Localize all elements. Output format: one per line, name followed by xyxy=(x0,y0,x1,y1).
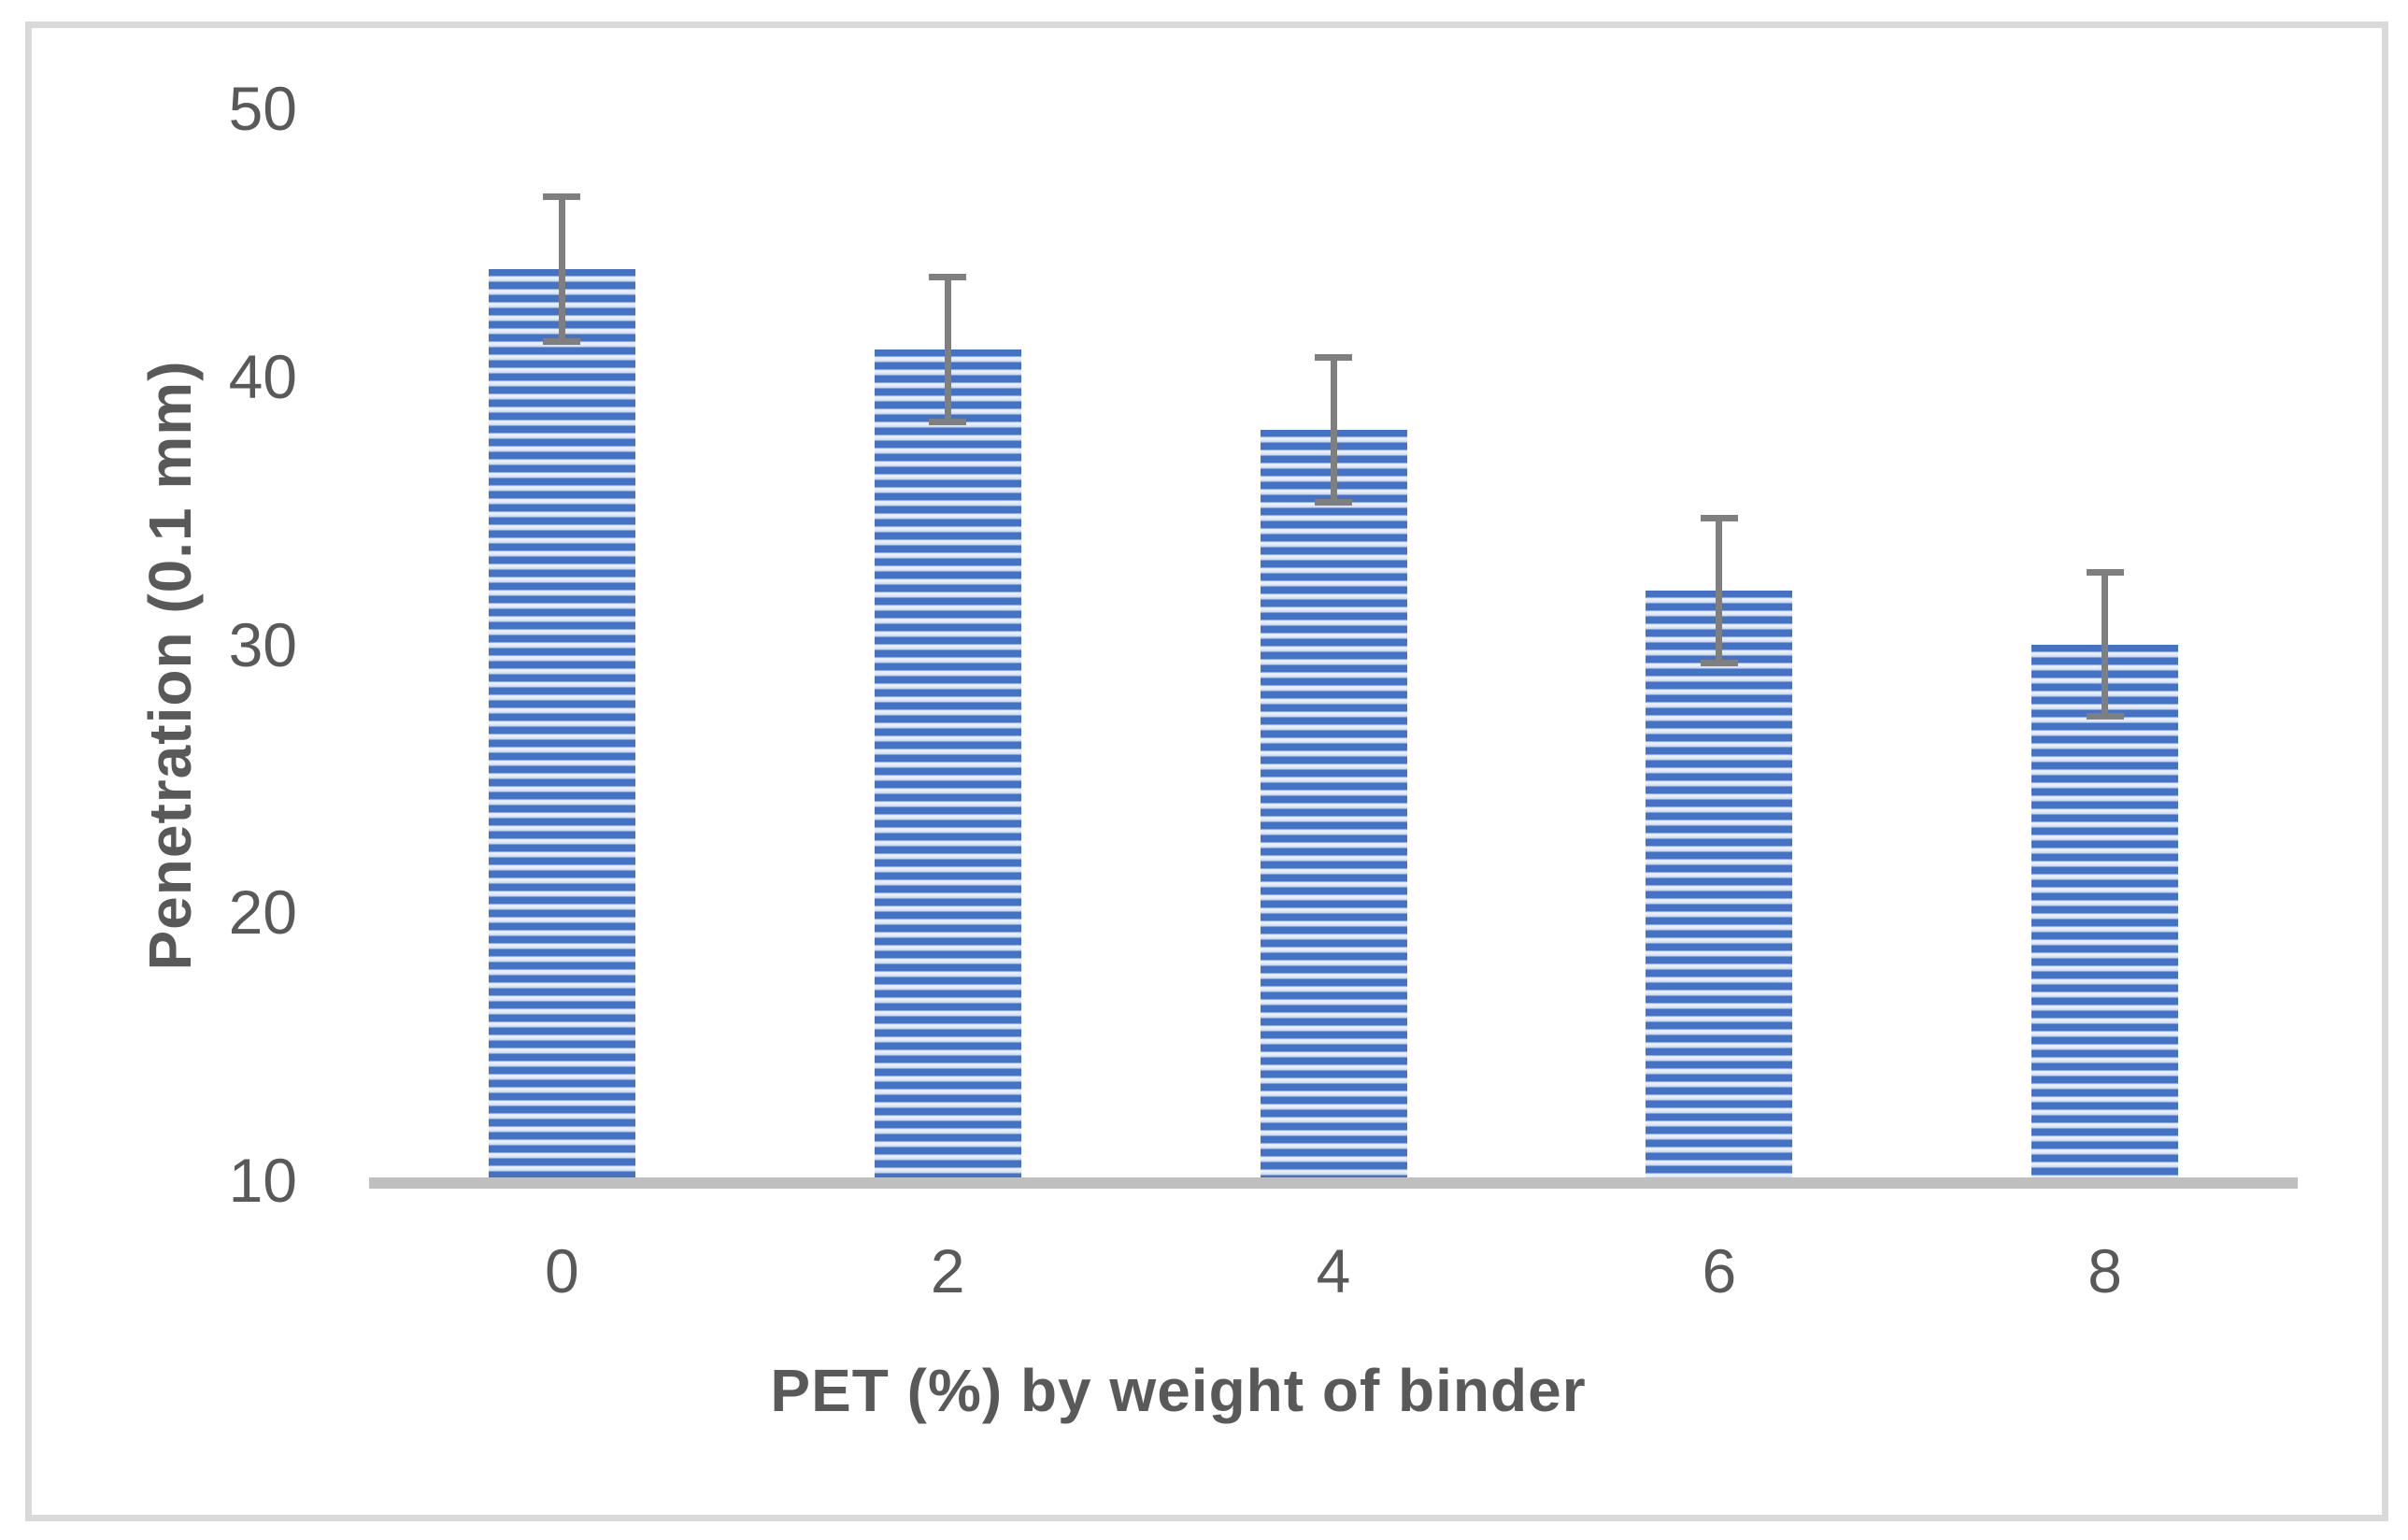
error-bar-cap-top xyxy=(1700,515,1738,522)
error-bar-line xyxy=(2102,572,2109,717)
error-bar-cap-bottom xyxy=(543,337,581,345)
bar xyxy=(2031,644,2179,1177)
chart-border-frame xyxy=(25,21,2388,1521)
error-bar-cap-top xyxy=(543,193,581,201)
error-bar-cap-top xyxy=(2086,568,2124,576)
error-bar-line xyxy=(1716,518,1723,663)
error-bar-cap-bottom xyxy=(1315,499,1352,506)
error-bar-cap-bottom xyxy=(2086,713,2124,720)
error-bar-cap-top xyxy=(1315,354,1352,362)
x-tick-label: 0 xyxy=(545,1236,579,1305)
x-tick-label: 8 xyxy=(2087,1236,2122,1305)
bar xyxy=(488,269,635,1177)
error-bar-cap-bottom xyxy=(1700,660,1738,667)
x-axis-title: PET (%) by weight of binder xyxy=(770,1357,1587,1424)
y-tick-label: 50 xyxy=(228,74,297,143)
bar xyxy=(1646,591,1793,1177)
bar xyxy=(874,349,1021,1177)
x-tick-label: 2 xyxy=(930,1236,965,1305)
error-bar-line xyxy=(944,277,951,422)
error-bar-line xyxy=(558,196,565,342)
y-tick-label: 30 xyxy=(228,609,297,679)
y-tick-label: 20 xyxy=(228,877,297,948)
y-tick-label: 40 xyxy=(228,341,297,411)
error-bar-line xyxy=(1330,357,1337,503)
x-axis-line xyxy=(369,1177,2298,1189)
error-bar-cap-bottom xyxy=(929,418,967,425)
x-tick-label: 6 xyxy=(1702,1236,1737,1305)
x-tick-label: 4 xyxy=(1316,1236,1351,1305)
error-bar-cap-top xyxy=(929,274,967,281)
y-tick-label: 10 xyxy=(228,1146,297,1215)
bar xyxy=(1260,430,1407,1177)
